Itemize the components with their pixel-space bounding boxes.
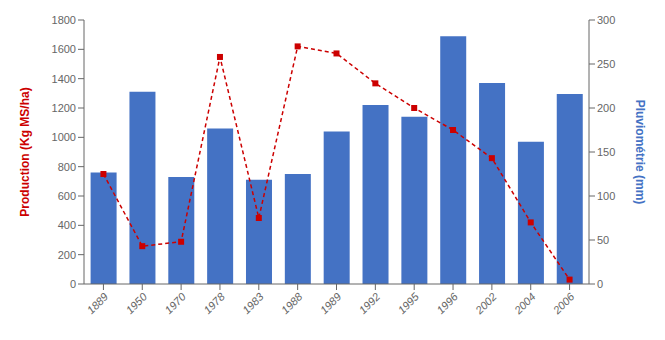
svg-text:1000: 1000: [52, 131, 76, 143]
svg-text:1983: 1983: [240, 290, 266, 316]
svg-text:1800: 1800: [52, 14, 76, 26]
svg-text:1992: 1992: [356, 290, 382, 316]
svg-text:1400: 1400: [52, 73, 76, 85]
svg-text:2006: 2006: [550, 290, 577, 317]
svg-text:1988: 1988: [279, 290, 305, 316]
svg-text:1996: 1996: [434, 290, 460, 316]
svg-text:1995: 1995: [395, 290, 421, 316]
svg-text:800: 800: [58, 161, 76, 173]
svg-text:1978: 1978: [201, 290, 227, 316]
svg-text:600: 600: [58, 190, 76, 202]
svg-text:100: 100: [597, 190, 615, 202]
svg-text:200: 200: [597, 102, 615, 114]
svg-text:1200: 1200: [52, 102, 76, 114]
svg-text:2004: 2004: [511, 290, 538, 317]
svg-text:Production (Kg MS/ha): Production (Kg MS/ha): [18, 87, 32, 216]
svg-text:1989: 1989: [318, 290, 344, 316]
svg-text:400: 400: [58, 219, 76, 231]
svg-text:1600: 1600: [52, 43, 76, 55]
svg-text:2002: 2002: [472, 290, 499, 317]
svg-text:0: 0: [597, 278, 603, 290]
svg-text:0: 0: [70, 278, 76, 290]
svg-text:200: 200: [58, 249, 76, 261]
svg-text:50: 50: [597, 234, 609, 246]
svg-text:150: 150: [597, 146, 615, 158]
svg-text:250: 250: [597, 58, 615, 70]
svg-text:1950: 1950: [123, 290, 149, 316]
svg-text:1889: 1889: [85, 290, 111, 316]
svg-text:Pluviométrie (mm): Pluviométrie (mm): [633, 100, 647, 205]
svg-text:1970: 1970: [162, 290, 188, 316]
svg-text:300: 300: [597, 14, 615, 26]
